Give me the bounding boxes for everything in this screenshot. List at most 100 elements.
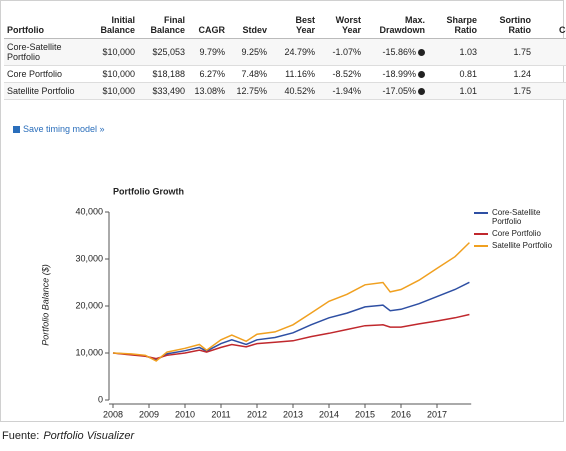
- cell-text: 0.81: [459, 69, 477, 79]
- table-cell: $10,000: [80, 82, 138, 100]
- stats-table: Portfolio Initial Balance Final Balance CAG…: [4, 2, 566, 100]
- table-cell: -18.99%: [364, 65, 428, 83]
- x-tick-label: 2011: [211, 409, 230, 419]
- cell-text: $10,000: [102, 69, 135, 79]
- table-cell: -8.52%: [318, 65, 364, 83]
- caption-prefix: Fuente:: [2, 430, 40, 442]
- table-cell: 0.49: [534, 82, 566, 100]
- chart: Portfolio Growth Portfolio Balance ($) 0…: [40, 186, 472, 419]
- table-row: Core-Satellite Portfolio $10,000 $25,053 9.…: [4, 38, 566, 66]
- table-cell: 1.75: [480, 82, 534, 100]
- cell-text: 9.79%: [199, 47, 225, 57]
- legend-swatch: [474, 233, 488, 235]
- legend: Core-Satellite Portfolio Core Portfolio Sa…: [474, 208, 562, 253]
- cell-text: 1.01: [459, 86, 477, 96]
- table-cell: -1.94%: [318, 82, 364, 100]
- table-cell: $10,000: [80, 65, 138, 83]
- cell-text: 12.75%: [236, 86, 267, 96]
- column-header: Portfolio: [4, 2, 80, 39]
- cell-text: -18.99%: [382, 69, 416, 79]
- link-text[interactable]: Save timing model »: [23, 124, 105, 134]
- column-header: Best Year: [270, 2, 318, 39]
- cell-text: 24.79%: [284, 47, 315, 57]
- caption-source: Portfolio Visualizer: [43, 430, 135, 442]
- x-tick-label: 2014: [319, 409, 339, 419]
- cell-text: $10,000: [102, 86, 135, 96]
- info-icon[interactable]: [418, 71, 425, 79]
- y-tick-label: 0: [98, 394, 103, 404]
- cell-text: 40.52%: [284, 86, 315, 96]
- series-line: [112, 281, 470, 361]
- info-icon[interactable]: [418, 49, 425, 57]
- table-cell: 1.75: [480, 38, 534, 66]
- caption: Fuente: Portfolio Visualizer: [2, 430, 134, 442]
- info-icon[interactable]: [418, 88, 425, 96]
- cell-text: $25,053: [152, 47, 185, 57]
- cell-text: $18,188: [152, 69, 185, 79]
- table-cell: -17.05%: [364, 82, 428, 100]
- table-cell: Core Portfolio: [4, 65, 80, 83]
- table-cell: 13.08%: [188, 82, 228, 100]
- legend-swatch: [474, 212, 488, 214]
- x-tick-label: 2010: [175, 409, 195, 419]
- table-cell: $18,188: [138, 65, 188, 83]
- table-cell: -15.86%: [364, 38, 428, 66]
- table-cell: 0.82: [534, 65, 566, 83]
- cell-text: 9.25%: [241, 47, 267, 57]
- x-tick-label: 2017: [427, 409, 447, 419]
- cell-text: -1.94%: [332, 86, 361, 96]
- cell-text: 1.24: [513, 69, 531, 79]
- table-cell: -1.07%: [318, 38, 364, 66]
- frame: [0, 0, 564, 422]
- table-cell: 1.03: [428, 38, 480, 66]
- y-tick-label: 30,000: [75, 253, 103, 263]
- table-cell: 24.79%: [270, 38, 318, 66]
- table-cell: 40.52%: [270, 82, 318, 100]
- table-cell: 9.25%: [228, 38, 270, 66]
- cell-text: -15.86%: [382, 47, 416, 57]
- table-cell: 1.01: [428, 82, 480, 100]
- legend-label: Core Portfolio: [492, 229, 541, 238]
- y-tick-label: 40,000: [75, 206, 103, 216]
- table-cell: 0.81: [428, 65, 480, 83]
- x-tick-label: 2008: [103, 409, 123, 419]
- cell-text: -1.07%: [332, 47, 361, 57]
- legend-entry: Core Portfolio: [474, 229, 562, 238]
- column-header: CAGR: [188, 2, 228, 39]
- legend-label: Satellite Portfolio: [492, 241, 553, 250]
- table-cell: 9.79%: [188, 38, 228, 66]
- column-header: Initial Balance: [80, 2, 138, 39]
- series-line: [112, 313, 470, 360]
- header-row: Portfolio Initial Balance Final Balance CAG…: [4, 2, 566, 39]
- table-cell: 11.16%: [270, 65, 318, 83]
- cell-text: -17.05%: [382, 86, 416, 96]
- column-header: Final Balance: [138, 2, 188, 39]
- cell-text: Core Portfolio: [7, 69, 63, 79]
- table-cell: $33,490: [138, 82, 188, 100]
- table-cell: 1.24: [480, 65, 534, 83]
- y-tick-label: 10,000: [75, 347, 103, 357]
- cell-text: 13.08%: [194, 86, 225, 96]
- x-tick-label: 2012: [247, 409, 267, 419]
- y-axis-label: Portfolio Balance ($): [40, 264, 50, 346]
- table-cell: 0.67: [534, 38, 566, 66]
- table-cell: 6.27%: [188, 65, 228, 83]
- column-header: Stdev: [228, 2, 270, 39]
- table-cell: 12.75%: [228, 82, 270, 100]
- cell-text: Satellite Portfolio: [7, 86, 75, 96]
- table-cell: $10,000: [80, 38, 138, 66]
- column-header: Sortino Ratio: [480, 2, 534, 39]
- column-header: Worst Year: [318, 2, 364, 39]
- column-header: Sharpe Ratio: [428, 2, 480, 39]
- cell-text: -8.52%: [332, 69, 361, 79]
- cell-text: $10,000: [102, 47, 135, 57]
- legend-entry: Core-Satellite Portfolio: [474, 208, 562, 226]
- cell-text: 7.48%: [241, 69, 267, 79]
- x-tick-label: 2013: [283, 409, 303, 419]
- legend-swatch: [474, 245, 488, 247]
- cell-text: Core-Satellite Portfolio: [7, 42, 62, 62]
- table-row: Satellite Portfolio $10,000 $33,490 13.08% 1…: [4, 82, 566, 100]
- cell-text: 1.75: [513, 47, 531, 57]
- save-link[interactable]: Save timing model »: [13, 124, 105, 134]
